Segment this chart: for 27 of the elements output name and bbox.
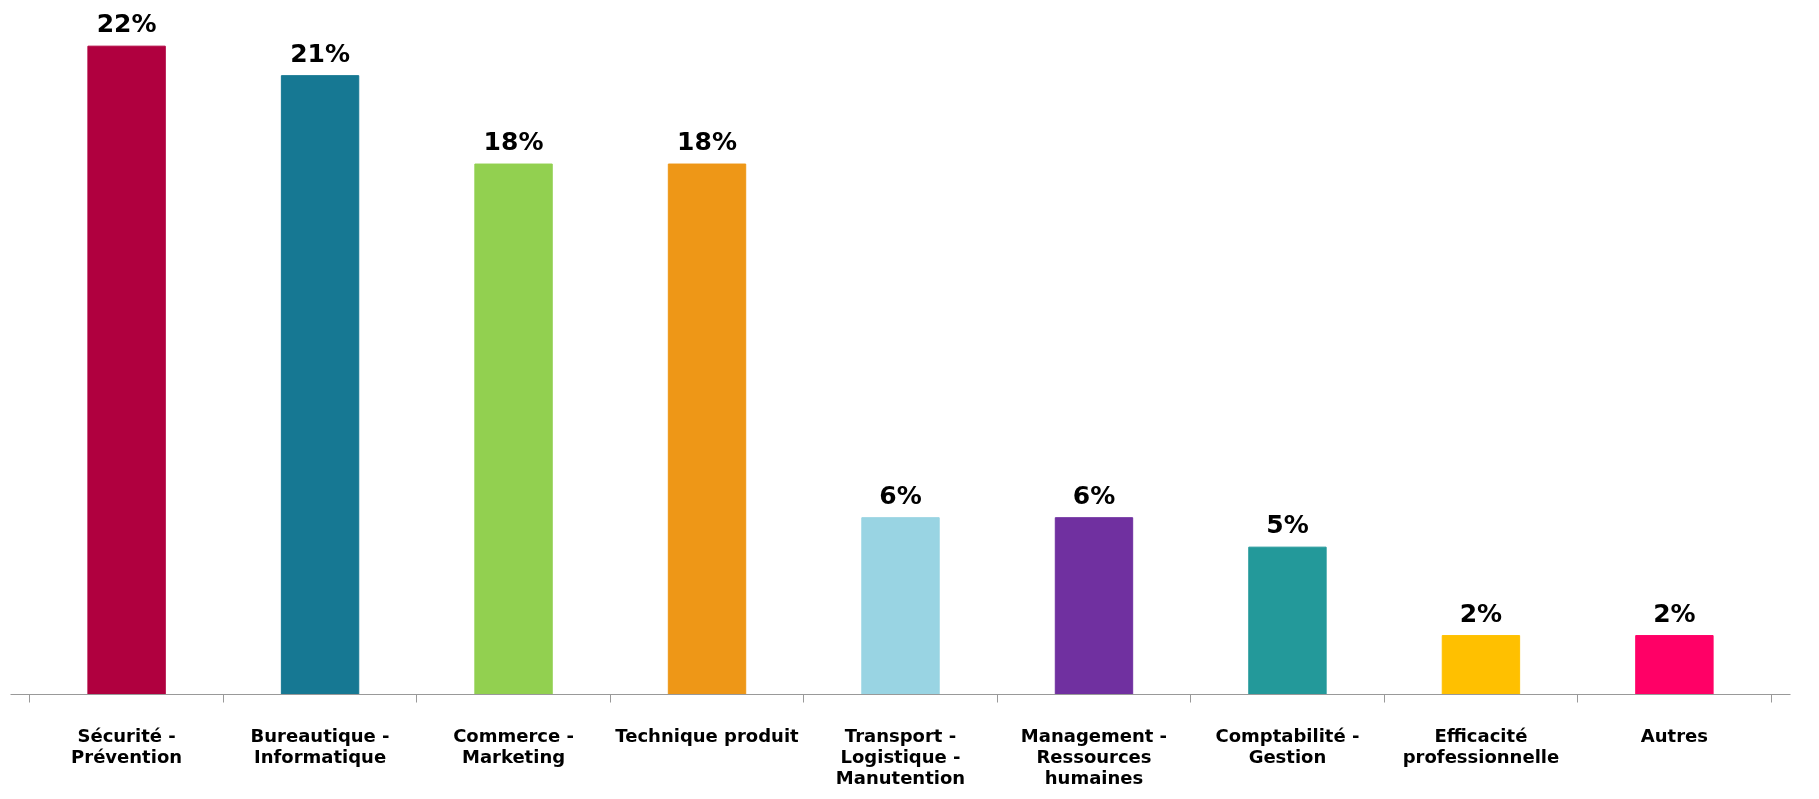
x-tick-label: Efficacité professionnelle [1402,724,1560,767]
data-label: 22% [96,9,157,39]
x-tick-label: Technique produit [615,724,800,746]
data-label: 18% [483,127,544,157]
data-label: 2% [1459,598,1503,628]
bar [667,163,747,695]
data-label: 21% [290,38,350,68]
bar [1441,635,1521,695]
bar [1248,546,1327,695]
x-tick-label: Commerce - Marketing [453,724,574,767]
data-label: 5% [1266,510,1309,540]
data-label: 6% [879,480,922,510]
data-label: 2% [1653,598,1696,628]
data-label: 18% [677,127,737,157]
bar [861,517,940,695]
x-tick-label: Comptabilité - Gestion [1215,724,1360,767]
bar [1054,517,1134,695]
x-tick-label: Transport - Logistique - Manutention [835,724,966,788]
x-tick-label: Bureautique - Informatique [250,724,390,767]
bar [1635,635,1714,695]
x-tick-label: Management - Ressources humaines [1020,724,1168,788]
data-label: 6% [1072,480,1116,510]
x-tick-label: Autres [1640,724,1708,746]
bar [280,75,360,695]
bar [474,163,553,695]
bar [87,45,166,695]
x-tick-label: Sécurité - Prévention [71,724,183,767]
